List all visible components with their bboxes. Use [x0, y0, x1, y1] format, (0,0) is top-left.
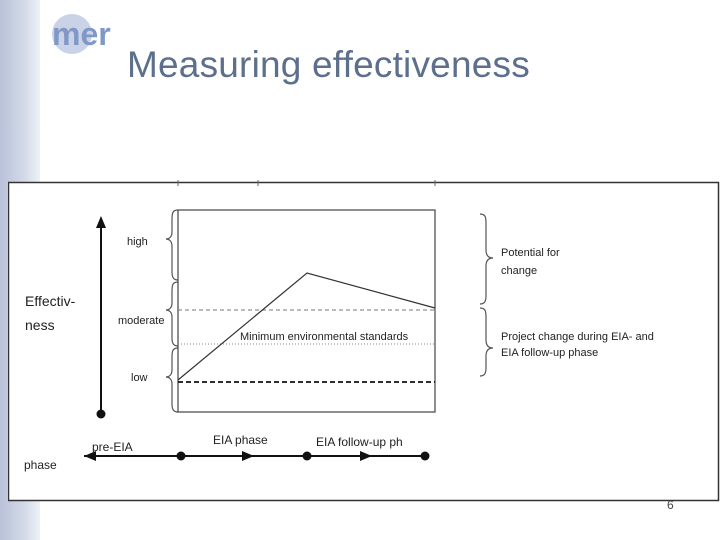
phase-marker-eia — [302, 451, 312, 461]
y-axis-arrow — [96, 216, 106, 419]
potential-label-line2: change — [501, 265, 537, 277]
slide-title: Measuring effectiveness — [127, 44, 530, 85]
svg-text:mer: mer — [52, 16, 111, 52]
phase-arrow-left — [84, 451, 96, 461]
potential-label-line1: Potential for — [501, 247, 560, 259]
phase-arrow-mid — [242, 451, 254, 461]
project-change-label-line2: EIA follow-up phase — [501, 347, 598, 359]
mer-logo: mer — [52, 14, 111, 54]
phase-pre-eia-label: pre-EIA — [92, 440, 133, 454]
level-low-label: low — [131, 372, 148, 384]
project-change-label-line1: Project change during EIA- and — [501, 331, 654, 343]
phase-follow-up-label: EIA follow-up ph — [316, 435, 403, 449]
plot-area — [177, 209, 436, 413]
level-moderate-label: moderate — [118, 315, 164, 327]
y-axis-label-line2: ness — [25, 317, 55, 333]
phase-arrow-right — [360, 451, 372, 461]
diagram-frame — [8, 181, 720, 502]
phase-marker-pre — [176, 451, 186, 461]
level-high-label: high — [127, 236, 148, 248]
phase-marker-follow — [420, 451, 430, 461]
top-ticks — [177, 180, 436, 186]
y-axis-label-line1: Effectiv- — [25, 293, 76, 309]
phase-eia-label: EIA phase — [213, 433, 268, 447]
standards-label: Minimum environmental standards — [240, 331, 409, 343]
slide-number: 6 — [667, 498, 674, 512]
effectiveness-curve — [177, 272, 436, 381]
effectiveness-diagram: Effectiv- ness high moderate low Minimum… — [8, 180, 720, 502]
phase-axis — [84, 451, 430, 461]
phase-axis-label: phase — [24, 458, 57, 472]
change-braces — [479, 213, 494, 377]
level-braces — [165, 209, 179, 413]
